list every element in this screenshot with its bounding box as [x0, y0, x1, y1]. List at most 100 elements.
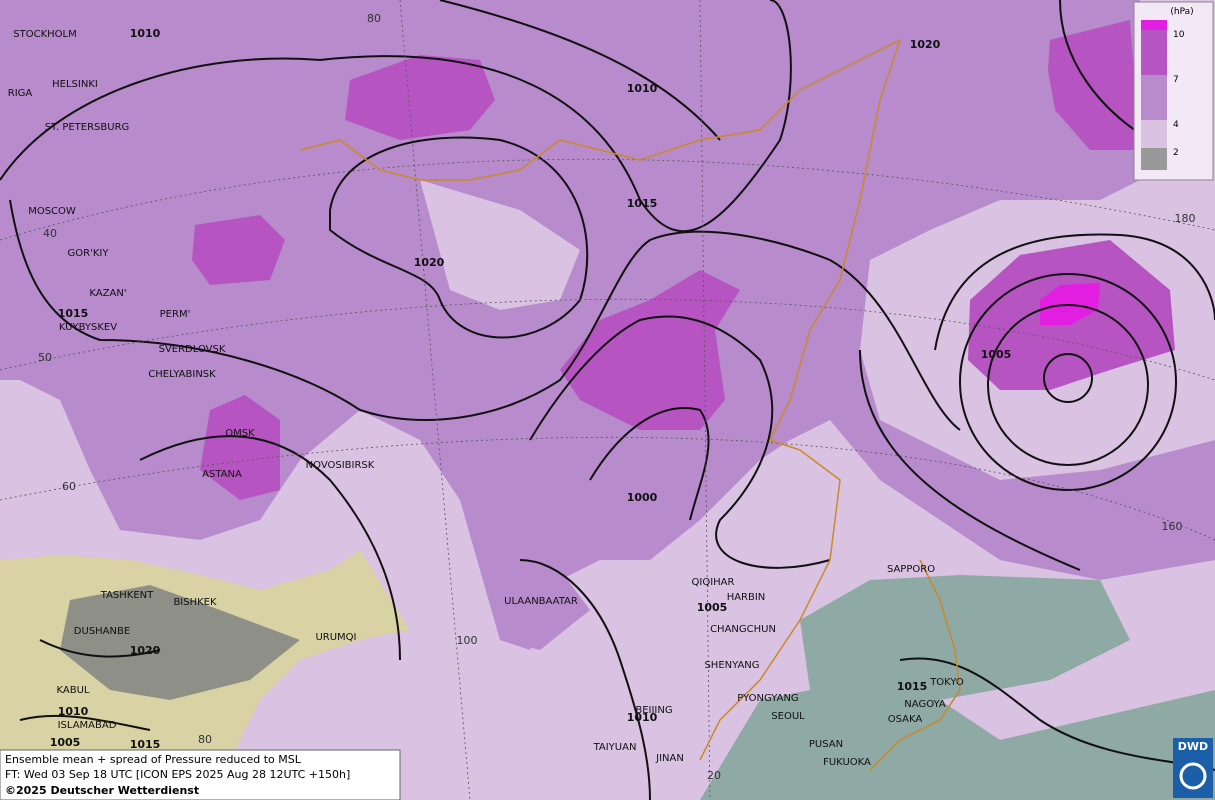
- graticule-label: 80: [198, 733, 212, 746]
- city-label: PERM': [160, 309, 191, 320]
- isobar-label: 1020: [910, 38, 941, 51]
- isobar-label: 1015: [897, 680, 928, 693]
- city-label: TAIYUAN: [593, 742, 637, 753]
- city-label: SEOUL: [771, 711, 805, 722]
- isobar-label: 1000: [627, 491, 658, 504]
- graticule-label: 50: [38, 351, 52, 364]
- spread-mid: [490, 560, 590, 650]
- spread-high: [192, 215, 285, 285]
- logo-icon: [1179, 762, 1207, 790]
- graticule-label: 80: [367, 12, 381, 25]
- legend-unit: (hPa): [1170, 7, 1193, 17]
- isobar: [9, 199, 961, 431]
- city-label: SHENYANG: [704, 660, 759, 671]
- isobar-label: 1010: [58, 705, 89, 718]
- isobar: [39, 639, 161, 658]
- city-label: FUKUOKA: [823, 757, 871, 768]
- legend-swatch: [1141, 30, 1167, 75]
- city-label: NOVOSIBIRSK: [306, 460, 375, 471]
- isobar: [19, 714, 151, 731]
- city-label: HELSINKI: [52, 79, 98, 90]
- graticule-label: 160: [1162, 520, 1183, 533]
- caption: Ensemble mean + spread of Pressure reduc…: [0, 749, 401, 800]
- city-label: ST. PETERSBURG: [45, 122, 130, 133]
- city-label: HARBIN: [727, 592, 766, 603]
- logo-text: DWD: [1178, 740, 1208, 753]
- isobar-label: 1010: [627, 711, 658, 724]
- city-label: KUYBYSKEV: [59, 322, 117, 333]
- labels: STOCKHOLM HELSINKI RIGA ST. PETERSBURG MOSCO…: [8, 12, 1196, 782]
- graticule-label: 40: [43, 227, 57, 240]
- legend-level: 2: [1173, 148, 1179, 158]
- isobar-label: 1020: [130, 644, 161, 657]
- isobar-label: 1010: [130, 27, 161, 40]
- city-label: NAGOYA: [904, 699, 946, 710]
- legend-level: 10: [1173, 30, 1185, 40]
- city-label: TASHKENT: [100, 590, 154, 601]
- terrain-high: [60, 585, 300, 700]
- city-label: CHANGCHUN: [710, 624, 776, 635]
- city-label: OMSK: [225, 428, 255, 439]
- isobar: [589, 407, 710, 521]
- isobar-label: 1005: [697, 601, 728, 614]
- isobar: [1043, 353, 1093, 403]
- caption-line: Ensemble mean + spread of Pressure reduc…: [5, 753, 302, 766]
- city-label: GOR'KIY: [68, 248, 110, 259]
- isobar: [1059, 0, 1151, 141]
- isobar-label: 1015: [627, 197, 658, 210]
- legend: (hPa) 10 7 4 2: [1133, 1, 1214, 181]
- spread-high: [560, 270, 740, 430]
- city-label: JINAN: [655, 753, 684, 764]
- legend-swatch: [1141, 20, 1167, 30]
- city-label: PUSAN: [809, 739, 843, 750]
- city-label: QIQIHAR: [692, 577, 735, 588]
- isobar: [529, 315, 831, 569]
- isobar: [934, 233, 1215, 351]
- isobar: [0, 0, 792, 233]
- isobar-label: 1015: [130, 738, 161, 751]
- graticule-label: 100: [457, 634, 478, 647]
- spread-low: [420, 180, 580, 310]
- isobar-label: 1010: [627, 82, 658, 95]
- city-label: KAZAN': [89, 288, 126, 299]
- isobar-label: 1015: [58, 307, 89, 320]
- city-label: SAPPORO: [887, 564, 935, 575]
- isobar: [439, 0, 721, 141]
- isobar: [987, 304, 1149, 466]
- city-label: ASTANA: [202, 469, 242, 480]
- legend-level: 7: [1173, 75, 1179, 85]
- graticule-label: 60: [62, 480, 76, 493]
- city-label: KABUL: [57, 685, 90, 696]
- city-label: ULAANBAATAR: [504, 596, 578, 607]
- isobar: [139, 435, 401, 661]
- isobar: [519, 559, 651, 800]
- isobar-label: 1005: [981, 348, 1012, 361]
- city-label: MOSCOW: [28, 206, 76, 217]
- caption-line: ©2025 Deutscher Wetterdienst: [5, 784, 199, 797]
- city-label: STOCKHOLM: [13, 29, 76, 40]
- isobar-label: 1020: [414, 256, 445, 269]
- city-label: TOKYO: [929, 677, 964, 688]
- isobar: [859, 349, 1081, 571]
- spread-max: [1040, 283, 1100, 325]
- isobar-label: 1005: [50, 736, 81, 749]
- city-label: CHELYABINSK: [148, 369, 216, 380]
- legend-swatch: [1141, 75, 1167, 120]
- legend-swatch: [1141, 148, 1167, 170]
- graticule-label: 20: [707, 769, 721, 782]
- legend-level: 4: [1173, 120, 1179, 130]
- isobar: [959, 273, 1177, 491]
- spread-high: [200, 395, 280, 500]
- city-label: DUSHANBE: [74, 626, 130, 637]
- city-label: RIGA: [8, 88, 33, 99]
- city-label: URUMQI: [315, 632, 356, 643]
- graticule-label: 180: [1175, 212, 1196, 225]
- city-label: OSAKA: [888, 714, 923, 725]
- city-label: ISLAMABAD: [58, 720, 117, 731]
- caption-line: FT: Wed 03 Sep 18 UTC [ICON EPS 2025 Aug…: [5, 768, 350, 781]
- caption-box: [0, 749, 401, 800]
